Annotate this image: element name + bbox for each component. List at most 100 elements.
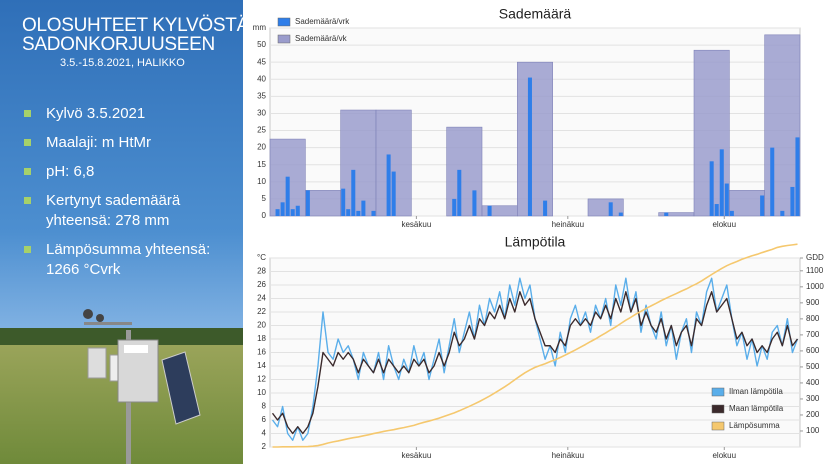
y-tick-label: 10 [257,177,266,186]
x-tick-label: elokuu [712,220,736,229]
y-tick-label: 25 [257,126,266,135]
y2-tick-label: 700 [806,330,820,339]
daily-bar [719,149,724,216]
y-tick-label: 0 [262,211,267,220]
daily-bar [543,200,548,216]
y2-tick-label: 800 [806,314,820,323]
daily-bar [361,200,366,216]
legend-label: Sademäärä/vrk [295,17,350,26]
y-tick-label: 6 [262,415,267,424]
y-tick-label: 8 [262,402,267,411]
weekly-bar [446,126,483,217]
y-tick-label: 18 [257,334,266,343]
chart-title: Lämpötila [505,234,566,250]
daily-bar [760,195,765,216]
x-tick-label: elokuu [712,451,736,460]
daily-bar [472,190,477,216]
bullet: Lämpösumma yhteensä: 1266 °Cvrk [24,240,216,280]
daily-bar [780,210,785,216]
y-tick-label: 28 [257,267,266,276]
y-tick-label: 4 [262,429,267,438]
y2-tick-label: GDD [806,253,824,262]
series-line [271,291,799,435]
weather-station [83,309,201,464]
legend-label: Sademäärä/vk [295,34,348,43]
daily-bar [280,202,285,216]
y-tick-label: 26 [257,280,266,289]
bullet-list: Kylvö 3.5.2021 Maalaji: m HtMr pH: 6,8 K… [24,104,224,289]
legend-swatch [277,34,291,44]
daily-bar [729,210,734,216]
y2-tick-label: 600 [806,346,820,355]
y-tick-label: 22 [257,307,266,316]
daily-bar [346,209,351,216]
y-tick-label: 12 [257,375,266,384]
daily-bar [709,161,714,216]
chart-title: Sademäärä [499,6,572,22]
legend-swatch [711,387,725,397]
y-tick-label: 15 [257,160,266,169]
y2-tick-label: 500 [806,362,820,371]
daily-bar [356,210,361,216]
x-tick-label: kesäkuu [401,220,431,229]
y2-tick-label: 100 [806,426,820,435]
daily-bar [295,205,300,216]
y-tick-label: 14 [257,361,266,370]
weekly-bar [658,212,695,217]
legend-swatch [711,421,725,431]
x-tick-label: kesäkuu [401,451,431,460]
daily-bar [724,183,729,216]
daily-bar [457,169,462,216]
daily-bar [290,209,295,216]
legend-label: Ilman lämpötila [729,387,783,396]
y2-tick-label: 1100 [806,266,824,275]
daily-bar [285,176,290,216]
daily-bar [305,190,310,216]
daily-bar [618,212,623,216]
bullet: Kertynyt sademäärä yhteensä: 278 mm [24,191,216,231]
daily-bar [664,212,669,216]
weekly-bar [729,190,765,217]
x-tick-label: heinäkuu [552,220,584,229]
bullet: Maalaji: m HtMr [24,133,216,153]
daily-bar [275,209,280,216]
y2-tick-label: 300 [806,394,820,403]
weekly-bar [764,34,801,217]
y-tick-label: 30 [257,109,266,118]
y-tick-label: 20 [257,321,266,330]
y2-tick-label: 1000 [806,282,824,291]
weekly-bar [305,190,341,217]
y-tick-label: 5 [262,194,267,203]
daily-bar [770,147,775,216]
daily-bar [452,198,457,216]
legend-swatch [277,17,291,27]
y-tick-label: 50 [257,40,266,49]
weekly-bar [587,198,624,217]
title-line: SADONKORJUUSEEN [22,34,215,55]
daily-bar [790,186,795,216]
slide-subtitle: 3.5.-15.8.2021, HALIKKO [60,57,185,69]
legend-swatch [711,404,725,414]
daily-bar [527,77,532,217]
legend-label: Lämpösumma [729,421,780,430]
y-tick-label: 45 [257,57,266,66]
daily-bar [341,188,346,216]
y-tick-label: 16 [257,348,266,357]
y-tick-label: 2 [262,442,267,451]
daily-bar [391,171,396,216]
bullet: Kylvö 3.5.2021 [24,104,216,124]
y-tick-label: 24 [257,294,266,303]
daily-bar [608,202,613,216]
bullet: pH: 6,8 [24,162,216,182]
legend-label: Maan lämpötila [729,404,784,413]
weekly-bar [340,109,377,217]
slide-title: OLOSUHTEET KYLVÖSTÄ SADONKORJUUSEEN [22,16,249,54]
y-tick-label: mm [253,23,267,32]
y-tick-label: 40 [257,74,266,83]
weekly-bar [517,61,553,217]
tree-line [0,328,243,346]
daily-bar [351,169,356,216]
daily-bar [371,210,376,216]
